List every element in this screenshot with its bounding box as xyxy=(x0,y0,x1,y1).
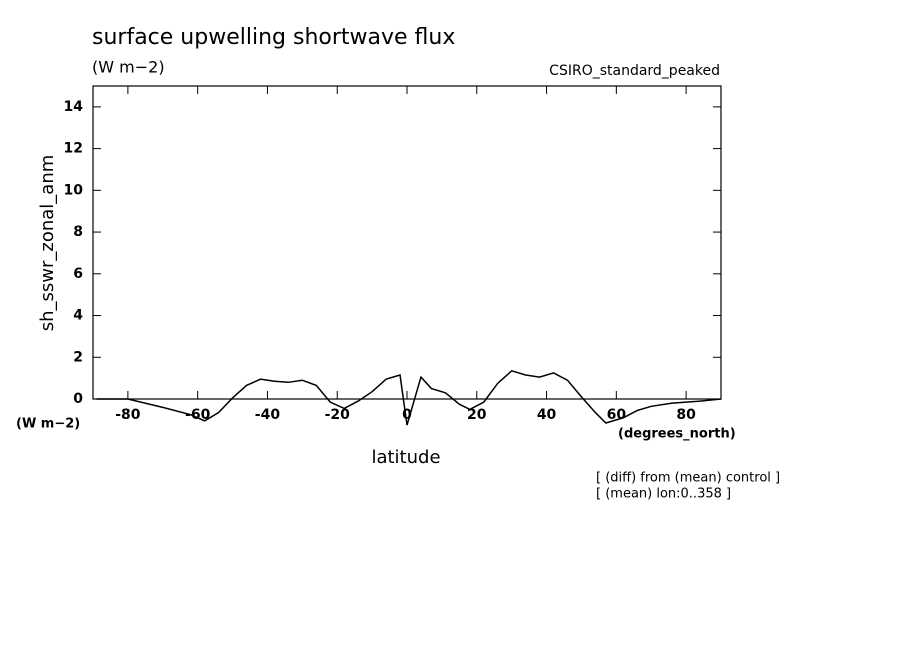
y-tick-label: 6 xyxy=(73,266,83,282)
x-axis-label: latitude xyxy=(371,447,440,468)
x-tick-label: 80 xyxy=(676,407,696,423)
x-tick-label: 0 xyxy=(402,407,412,423)
data-line xyxy=(96,369,722,426)
subtitle: CSIRO_standard_peaked xyxy=(549,63,720,79)
x-tick-label: -80 xyxy=(115,407,141,423)
y-tick-label: 14 xyxy=(64,99,84,115)
x-tick-label: 40 xyxy=(537,407,557,423)
y-tick-label: 2 xyxy=(73,349,83,365)
y-axis-label: sh_sswr_zonal_anm xyxy=(37,155,58,332)
y-tick-label: 4 xyxy=(73,308,83,324)
note: [ (diff) from (mean) control ] xyxy=(596,471,780,486)
x-units: (degrees_north) xyxy=(618,427,736,442)
x-tick-label: -60 xyxy=(185,407,211,423)
chart-title: surface upwelling shortwave flux xyxy=(92,25,455,50)
y-tick-label: 8 xyxy=(73,224,83,240)
plot-frame xyxy=(92,85,722,400)
y-units: (W m−2) xyxy=(16,417,80,432)
units: (W m−2) xyxy=(92,58,165,77)
x-tick-label: 20 xyxy=(467,407,487,423)
y-tick-label: 0 xyxy=(73,391,83,407)
x-tick-label: -20 xyxy=(325,407,351,423)
note: [ (mean) lon:0..358 ] xyxy=(596,487,731,502)
y-tick-label: 10 xyxy=(64,182,84,198)
x-tick-label: -40 xyxy=(255,407,281,423)
y-tick-label: 12 xyxy=(64,141,83,157)
